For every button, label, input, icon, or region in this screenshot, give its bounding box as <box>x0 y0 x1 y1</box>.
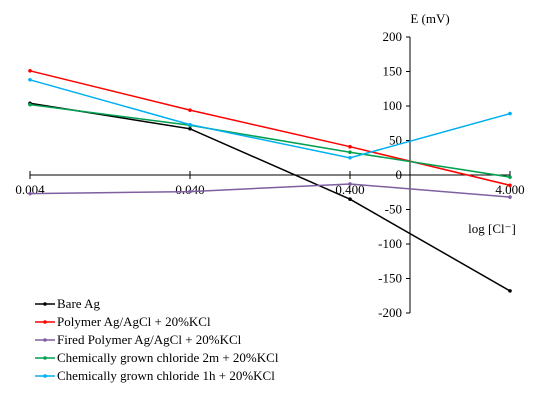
legend-marker <box>43 374 47 378</box>
y-tick-label: 100 <box>383 98 403 113</box>
x-axis-title: log [Cl⁻] <box>468 221 516 236</box>
data-point <box>188 108 192 112</box>
series-line-3 <box>29 183 511 198</box>
data-point <box>348 182 352 186</box>
x-tick-label: 4.000 <box>495 182 524 197</box>
legend-marker <box>43 320 47 324</box>
y-tick-label: -50 <box>385 202 402 217</box>
series-line-2 <box>29 70 511 187</box>
y-tick-label: 0 <box>396 167 403 182</box>
legend: Bare Ag Polymer Ag/AgCl + 20%KCl Fired Pol… <box>35 296 279 383</box>
legend-marker <box>43 302 47 306</box>
legend-label: Chemically grown chloride 2m + 20%KCl <box>57 350 279 365</box>
y-axis-title: E (mV) <box>410 11 449 26</box>
x-tick-label: 0.040 <box>175 182 204 197</box>
data-point <box>28 69 32 73</box>
data-point <box>348 144 352 149</box>
data-point <box>508 111 512 116</box>
data-point <box>188 122 192 127</box>
data-point <box>508 183 512 188</box>
data-point <box>188 189 192 194</box>
x-tick-label: 0.400 <box>335 182 364 197</box>
data-point <box>348 197 352 201</box>
series-line-1 <box>29 102 511 292</box>
y-tick-label: -200 <box>378 305 402 320</box>
legend-label: Bare Ag <box>57 296 100 311</box>
y-tick-label: -100 <box>378 236 402 251</box>
axes <box>30 37 510 313</box>
data-point <box>28 77 32 82</box>
y-tick-label: 200 <box>383 29 403 44</box>
data-point <box>188 126 192 131</box>
legend-label: Chemically grown chloride 1h + 20%KCl <box>57 368 275 383</box>
data-point <box>508 195 512 199</box>
series-line-4 <box>29 103 511 178</box>
data-point <box>348 155 352 160</box>
data-point <box>28 191 32 196</box>
data-point <box>508 175 512 179</box>
series-layer <box>28 69 512 293</box>
y-tick-label: 150 <box>383 64 403 79</box>
series-line-5 <box>29 79 511 159</box>
data-point <box>348 150 352 155</box>
data-point <box>508 289 512 293</box>
data-point <box>28 102 32 107</box>
legend-label: Polymer Ag/AgCl + 20%KCl <box>57 314 211 329</box>
y-tick-label: -150 <box>378 271 402 286</box>
legend-marker <box>43 356 47 360</box>
legend-label: Fired Polymer Ag/AgCl + 20%KCl <box>57 332 242 347</box>
legend-marker <box>43 338 47 342</box>
